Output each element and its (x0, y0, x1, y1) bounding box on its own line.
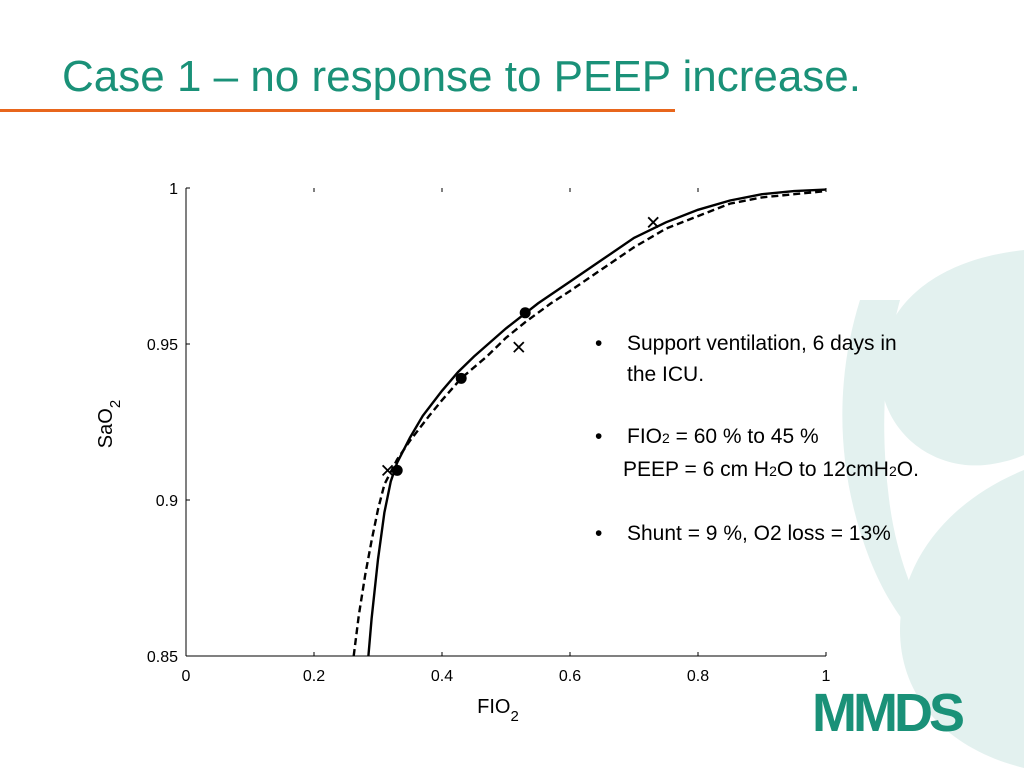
data-point-cross (647, 216, 659, 228)
deco-swirl-large (880, 250, 1024, 466)
data-point-cross (513, 341, 525, 353)
y-tick-label: 0.85 (147, 649, 178, 666)
peep-line: PEEP = 6 cm H2O to 12cmH2O. (593, 454, 1013, 487)
deco-swirl-lower (900, 470, 1024, 768)
y-axis-label-sub: 2 (107, 400, 124, 408)
bullet-shunt-text: Shunt = 9 %, O2 loss = 13% (627, 522, 891, 545)
fio2-values: = 60 % to 45 % (669, 425, 819, 448)
title-underline (0, 109, 675, 112)
axes: 0 0.2 0.4 0.6 0.8 1 0.85 0.9 0.95 1 (147, 181, 831, 685)
data-point-circle (455, 372, 467, 384)
x-axis-label: FIO2 (477, 696, 519, 725)
x-tick-label: 0.2 (303, 668, 325, 685)
deco-swirl-left (842, 300, 960, 670)
cross-stroke (513, 341, 525, 353)
peep-text-a: PEEP = 6 cm H (623, 458, 770, 481)
x-tick-label: 0.6 (559, 668, 581, 685)
series-line-dashed (352, 189, 827, 657)
bullet-shunt: • Shunt = 9 %, O2 loss = 13% (593, 518, 1013, 549)
x-tick-label: 1 (822, 668, 831, 685)
peep-text-b: O to 12cmH (776, 458, 889, 481)
bullet-ventilation-line1: Support ventilation, 6 days in (627, 332, 897, 355)
x-tick-label: 0.4 (431, 668, 453, 685)
peep-subscript-1: 2 (769, 463, 777, 479)
points-layer (381, 216, 659, 476)
bullet-ventilation-line2: the ICU. (627, 363, 705, 386)
y-tick-label: 1 (169, 181, 178, 198)
data-point-circle (519, 307, 531, 319)
y-axis-label: SaO2 (95, 400, 124, 448)
bullet-dot: • (595, 522, 603, 545)
fio2-subscript: 2 (662, 430, 670, 446)
bullet-ventilation: • Support ventilation, 6 days in the ICU… (593, 328, 1013, 390)
series-line-solid (367, 188, 827, 657)
y-tick-label: 0.9 (156, 493, 178, 510)
bullet-dot: • (595, 425, 603, 448)
data-point-circle (391, 464, 403, 476)
notes-panel: • Support ventilation, 6 days in the ICU… (593, 328, 1013, 549)
bullet-fio2-line: FIO2 = 60 % to 45 % (627, 421, 1013, 454)
bullet-dot: • (595, 332, 603, 355)
series-layer (352, 188, 827, 657)
x-tick-label: 0 (182, 668, 191, 685)
peep-subscript-2: 2 (888, 463, 897, 479)
data-point-cross (381, 464, 394, 476)
x-axis-label-sub: 2 (511, 708, 519, 725)
cross-stroke (647, 216, 659, 228)
mmds-logo: MMDS (812, 683, 965, 743)
y-axis-label-main: SaO (95, 408, 117, 448)
x-tick-label: 0.8 (687, 668, 709, 685)
slide-title: Case 1 – no response to PEEP increase. (62, 52, 862, 101)
fio2-text: FIO (627, 425, 662, 448)
y-tick-label: 0.95 (147, 337, 178, 354)
peep-text-c: O. (896, 458, 919, 481)
bullet-settings: • FIO2 = 60 % to 45 % (593, 421, 1013, 454)
x-axis-label-main: FIO (477, 696, 510, 718)
cross-stroke (381, 464, 394, 476)
